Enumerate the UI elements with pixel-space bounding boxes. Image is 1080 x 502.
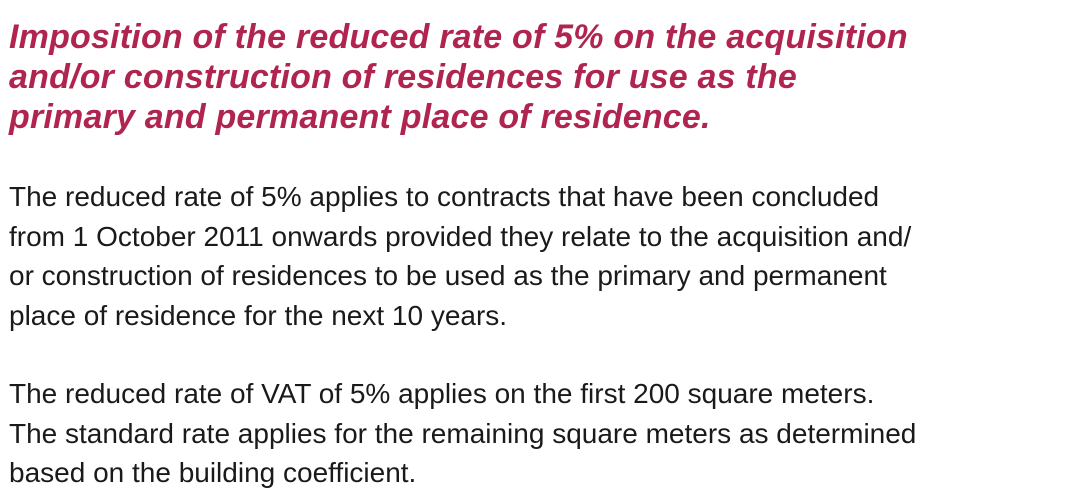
heading-line: Imposition of the reduced rate of 5% on … bbox=[9, 18, 908, 56]
paragraph-line: or construction of residences to be used… bbox=[9, 260, 887, 291]
paragraph-line: based on the building coefficient. bbox=[9, 457, 417, 488]
paragraph-vat-area-limit: The reduced rate of VAT of 5% applies on… bbox=[9, 374, 1074, 493]
paragraph-line: The standard rate applies for the remain… bbox=[9, 417, 917, 449]
paragraph-line: place of residence for the next 10 years… bbox=[9, 299, 508, 331]
section-heading: Imposition of the reduced rate of 5% on … bbox=[9, 17, 1074, 137]
heading-line: primary and permanent place of residence… bbox=[9, 98, 711, 136]
paragraph-reduced-rate-applicability: The reduced rate of 5% applies to contra… bbox=[9, 177, 1074, 335]
paragraph-line: from 1 October 2011 onwards provided the… bbox=[9, 220, 912, 252]
heading-line: and/or construction of residences for us… bbox=[9, 58, 797, 96]
paragraph-line: The reduced rate of 5% applies to contra… bbox=[9, 181, 880, 212]
paragraph-line: The reduced rate of VAT of 5% applies on… bbox=[9, 378, 875, 409]
document-section: Imposition of the reduced rate of 5% on … bbox=[9, 17, 1074, 493]
